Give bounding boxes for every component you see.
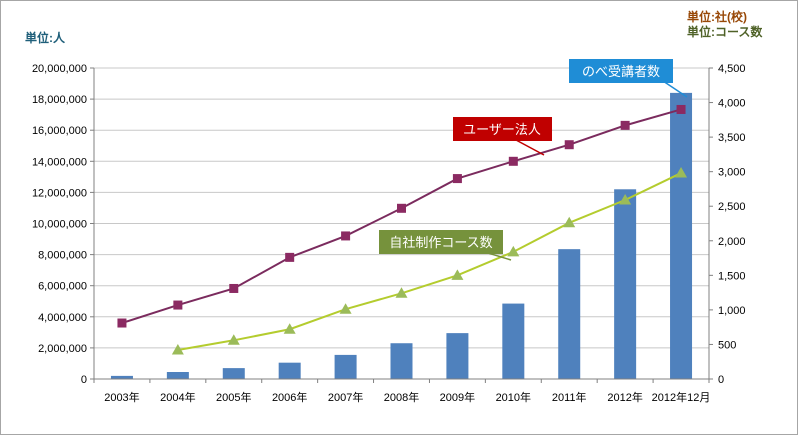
bar-4 <box>334 354 357 379</box>
right-tick-label: 3,500 <box>718 132 746 144</box>
x-tick-label: 2012年 <box>607 390 642 404</box>
x-tick-label: 2011年 <box>552 390 587 404</box>
callout-students-label: のべ受講者数 <box>582 64 660 79</box>
right-tick-label: 2,000 <box>718 236 746 248</box>
left-tick-label: 20,000,000 <box>32 63 87 75</box>
callout-students-leader <box>662 80 688 98</box>
bar-5 <box>390 343 413 379</box>
line-courses-marker <box>451 269 464 280</box>
right-tick-label: 3,000 <box>718 167 746 179</box>
left-tick-label: 16,000,000 <box>32 125 87 137</box>
left-tick-label: 14,000,000 <box>32 156 87 168</box>
left-tick-label: 6,000,000 <box>38 281 87 293</box>
left-tick-label: 18,000,000 <box>32 94 87 106</box>
x-tick-label: 2006年 <box>272 390 307 404</box>
bar-1 <box>166 372 189 379</box>
callout-students: のべ受講者数 <box>569 59 688 98</box>
right-tick-label: 500 <box>718 339 736 351</box>
callout-students-box <box>569 59 673 83</box>
line-users-marker <box>508 156 518 166</box>
right-axis-unit-label-companies: 単位:社(校) <box>687 9 747 24</box>
callout-users-box <box>453 117 552 141</box>
callout-courses-leader <box>487 252 512 261</box>
right-axis-unit-label-courses: 単位:コース数 <box>687 24 763 39</box>
line-courses-marker <box>171 343 184 355</box>
callout-courses-label: 自社制作コース数 <box>389 235 492 250</box>
x-tick-label: 2005年 <box>216 390 251 404</box>
bar-3 <box>278 362 301 379</box>
callout-users-leader <box>515 139 545 156</box>
line-users-marker <box>620 120 630 130</box>
x-tick-label: 2012年12月 <box>652 390 711 404</box>
line-users-marker <box>285 252 295 262</box>
x-tick-label: 2004年 <box>160 390 195 404</box>
line-courses-marker <box>227 334 240 345</box>
right-tick-label: 0 <box>718 374 724 386</box>
bar-6 <box>446 333 469 379</box>
line-users-marker <box>173 300 183 310</box>
line-users-marker <box>564 140 574 150</box>
line-courses-marker <box>619 194 632 205</box>
line-users-marker <box>676 104 686 114</box>
bar-0 <box>110 375 133 379</box>
line-courses-marker <box>675 167 688 178</box>
bar-10 <box>670 92 693 379</box>
line-courses-marker <box>339 303 352 314</box>
right-tick-label: 4,000 <box>718 98 746 110</box>
line-users-marker <box>341 231 351 241</box>
right-axis-ticks: 0 500 1,000 1,500 2,000 2,500 3,000 3,500 4,000 4… <box>709 63 746 386</box>
line-courses-path <box>177 172 682 351</box>
left-tick-label: 4,000,000 <box>38 312 87 324</box>
x-tick-label: 2008年 <box>384 390 419 404</box>
left-tick-label: 12,000,000 <box>32 187 87 199</box>
left-tick-label: 8,000,000 <box>38 250 87 262</box>
right-tick-label: 2,500 <box>718 201 746 213</box>
callout-users: ユーザー法人 <box>453 117 552 156</box>
right-tick-label: 1,000 <box>718 305 746 317</box>
line-series-courses <box>171 167 688 355</box>
left-axis-unit-label: 単位:人 <box>25 30 66 45</box>
line-users-marker <box>229 283 239 293</box>
left-tick-label: 0 <box>81 374 87 386</box>
line-courses-marker <box>283 323 296 334</box>
bar-9 <box>614 189 637 379</box>
line-series-users <box>117 104 686 328</box>
left-axis-ticks: 0 2,000,000 4,000,000 6,000,000 8,000,000 10,… <box>32 63 94 386</box>
x-tick-label: 2009年 <box>440 390 475 404</box>
x-tick-label: 2010年 <box>496 390 531 404</box>
line-users-marker <box>452 174 462 184</box>
bar-series-students <box>110 92 693 379</box>
callout-users-label: ユーザー法人 <box>463 122 541 137</box>
callout-courses-box <box>379 230 503 254</box>
bar-8 <box>558 249 581 379</box>
bar-7 <box>502 303 525 379</box>
right-tick-label: 1,500 <box>718 270 746 282</box>
x-tick-label: 2007年 <box>328 390 363 404</box>
callout-courses: 自社制作コース数 <box>379 230 512 261</box>
bar-2 <box>222 368 245 379</box>
left-tick-label: 10,000,000 <box>32 219 87 231</box>
line-users-marker <box>397 203 406 213</box>
line-courses-marker <box>563 216 576 228</box>
left-tick-label: 2,000,000 <box>38 343 87 355</box>
x-axis-ticks: 2003年 2004年 2005年 2006年 2007年 2008年 2009年 2010年… <box>93 379 711 404</box>
right-tick-label: 4,500 <box>718 63 746 75</box>
line-users-marker <box>117 318 127 328</box>
line-courses-marker <box>395 287 408 298</box>
x-tick-label: 2003年 <box>104 390 139 404</box>
line-courses-marker <box>507 245 520 257</box>
